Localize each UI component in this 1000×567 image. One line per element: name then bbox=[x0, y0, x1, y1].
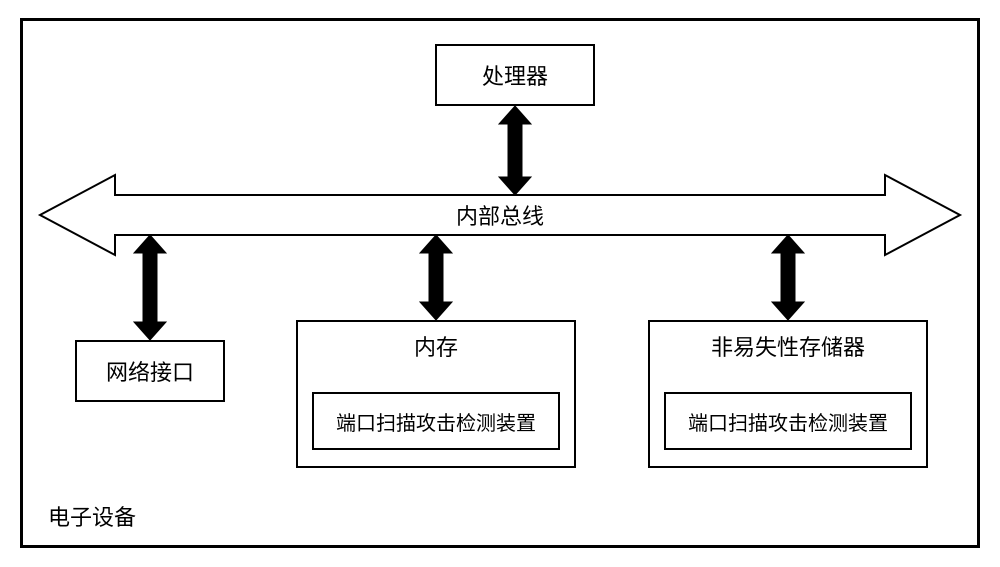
connector-nvm-bus bbox=[772, 235, 804, 320]
connector-network-bus bbox=[134, 235, 166, 340]
connector-processor-bus bbox=[499, 106, 531, 195]
connector-memory-bus bbox=[420, 235, 452, 320]
connectors bbox=[0, 0, 1000, 567]
diagram-canvas: 电子设备 内部总线 处理器 网络接口 内存 端口扫描攻击检测装置 非易失性存储器… bbox=[0, 0, 1000, 567]
